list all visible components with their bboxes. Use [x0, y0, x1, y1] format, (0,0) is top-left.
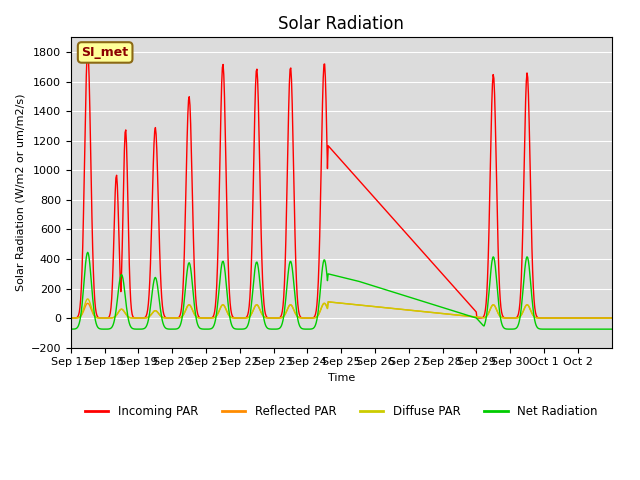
Y-axis label: Solar Radiation (W/m2 or um/m2/s): Solar Radiation (W/m2 or um/m2/s) — [15, 94, 25, 291]
Net Radiation — [428, 301, 436, 307]
Incoming PAR — [608, 315, 616, 321]
Legend: Incoming PAR, Reflected PAR, Diffuse PAR, Net Radiation: Incoming PAR, Reflected PAR, Diffuse PAR… — [80, 400, 603, 422]
Reflected PAR — [131, 315, 138, 321]
Reflected PAR — [67, 315, 75, 321]
Incoming PAR — [278, 312, 285, 317]
Net Radiation — [67, 326, 75, 332]
Reflected PAR — [257, 308, 264, 314]
Diffuse PAR — [608, 315, 616, 321]
Net Radiation — [131, 326, 139, 332]
Diffuse PAR — [230, 315, 238, 321]
Incoming PAR — [397, 225, 405, 231]
X-axis label: Time: Time — [328, 373, 355, 383]
Diffuse PAR — [257, 310, 265, 315]
Net Radiation — [257, 294, 265, 300]
Reflected PAR — [608, 315, 616, 321]
Incoming PAR — [230, 315, 238, 321]
Net Radiation — [397, 292, 405, 298]
Incoming PAR — [67, 315, 75, 321]
Diffuse PAR — [428, 310, 436, 315]
Reflected PAR — [324, 299, 332, 305]
Diffuse PAR — [278, 315, 285, 321]
Incoming PAR — [428, 259, 436, 265]
Diffuse PAR — [131, 315, 139, 321]
Reflected PAR — [428, 310, 436, 315]
Line: Diffuse PAR: Diffuse PAR — [71, 299, 612, 318]
Net Radiation — [278, 323, 285, 328]
Line: Reflected PAR: Reflected PAR — [71, 302, 612, 318]
Net Radiation — [84, 250, 92, 255]
Incoming PAR — [257, 230, 265, 236]
Incoming PAR — [131, 315, 139, 321]
Line: Net Radiation: Net Radiation — [71, 252, 612, 329]
Net Radiation — [556, 326, 564, 332]
Net Radiation — [230, 326, 238, 332]
Net Radiation — [608, 326, 616, 332]
Text: SI_met: SI_met — [81, 46, 129, 59]
Diffuse PAR — [84, 296, 92, 302]
Incoming PAR — [84, 46, 92, 52]
Diffuse PAR — [67, 315, 75, 321]
Reflected PAR — [277, 315, 285, 321]
Title: Solar Radiation: Solar Radiation — [278, 15, 404, 33]
Diffuse PAR — [397, 307, 405, 312]
Reflected PAR — [397, 307, 405, 312]
Line: Incoming PAR: Incoming PAR — [71, 49, 612, 318]
Reflected PAR — [230, 315, 237, 321]
